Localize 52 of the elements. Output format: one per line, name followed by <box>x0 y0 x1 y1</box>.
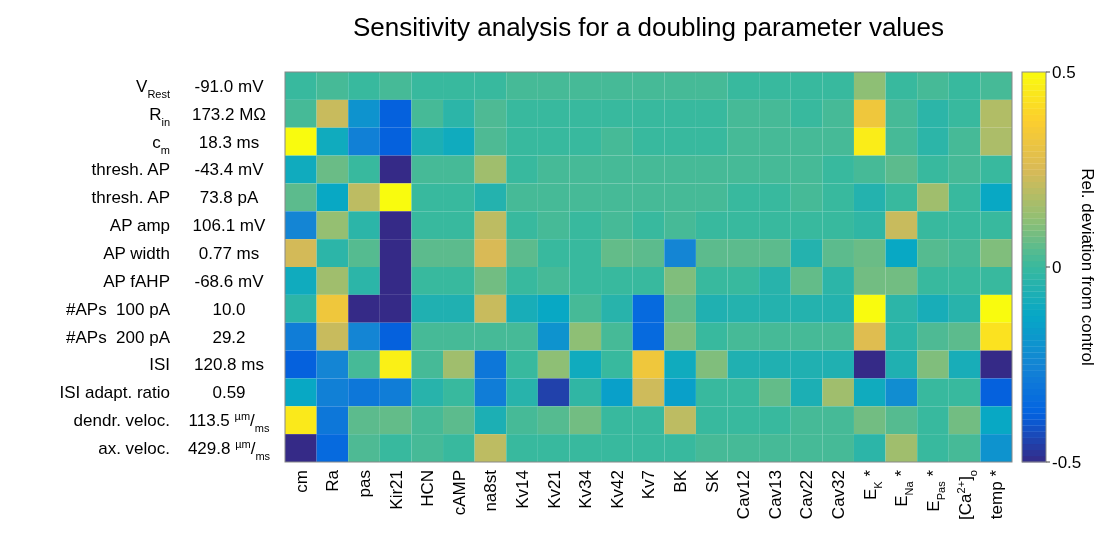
x-tick-label: temp * <box>987 469 1007 520</box>
x-tick-label: Cav32 <box>829 470 849 520</box>
y-tick-label: 0.77 ms <box>198 244 260 264</box>
y-tick-label: 120.8 ms <box>194 355 264 375</box>
color-bar-title: Rel. deviation from control <box>1078 168 1096 366</box>
x-tick-label: Cav13 <box>765 470 785 520</box>
y2-tick-label: R$_{in}$ <box>149 104 170 128</box>
x-tick-label: cAMP <box>449 470 469 516</box>
y2-tick-label: AP amp <box>109 216 170 236</box>
x-tick-label: Kv7 <box>639 470 659 500</box>
y-tick-label: 173.2 MΩ <box>191 104 267 124</box>
y2-tick-label: dendr. veloc. <box>73 411 170 431</box>
y-tick-label: 73.8 pA <box>199 188 259 208</box>
x-tick-label: Kir21 <box>386 470 406 510</box>
y2-tick-label: thresh. AP <box>91 160 170 180</box>
y-tick-label: 113.5 $^{µm}$/$_{ms}$ <box>188 410 270 435</box>
y-tick-label: -91.0 mV <box>194 76 265 96</box>
chart-title: Sensitivity analysis for a doubling parameter values <box>352 12 945 42</box>
y2-tick-label: ISI <box>149 355 170 375</box>
x-tick-label: Kv42 <box>607 470 627 509</box>
x-tick-label: SK <box>702 469 722 493</box>
y2-tick-label: ISI adapt. ratio <box>59 383 170 403</box>
x-tick-label: Ra <box>323 469 343 492</box>
color-bar-label: -0.5 <box>1052 452 1082 472</box>
x-tick-label: Cav12 <box>734 470 754 520</box>
y2-tick-label: thresh. AP <box>91 188 170 208</box>
y2-tick-label: #APs 200 pA <box>66 327 171 347</box>
y-tick-label: 18.3 ms <box>198 132 260 152</box>
y-tick-label: -43.4 mV <box>194 160 265 180</box>
y-tick-label: 29.2 <box>212 327 246 347</box>
y2-tick-label: AP width <box>103 244 170 264</box>
y2-tick-label: V$_{Rest}$ <box>136 76 170 100</box>
x-tick-label: na8st <box>481 469 501 512</box>
y-tick-label: 429.8 $^{µm}$/$_{ms}$ <box>187 438 271 463</box>
x-tick-label: BK <box>671 469 691 493</box>
color-bar-label: 0 <box>1052 257 1062 277</box>
x-tick-label: pas <box>354 470 374 498</box>
x-tick-label: cm <box>291 470 311 493</box>
y2-tick-label: AP fAHP <box>103 271 170 291</box>
x-tick-label: Kv14 <box>513 470 533 509</box>
y2-tick-label: c$_{m}$ <box>152 132 170 156</box>
x-tick-label: Kv21 <box>544 470 564 509</box>
y-tick-label: -68.6 mV <box>194 271 265 291</box>
x-tick-label: HCN <box>418 470 438 507</box>
color-bar-label: 0.5 <box>1052 62 1076 82</box>
y-tick-label: 10.0 <box>212 299 246 319</box>
y-tick-label: 0.59 <box>212 383 246 403</box>
x-tick-label: Kv34 <box>576 470 596 509</box>
y2-tick-label: ax. veloc. <box>98 439 170 459</box>
x-tick-label: Cav22 <box>797 470 817 520</box>
y-tick-label: 106.1 mV <box>192 216 267 236</box>
y2-tick-label: #APs 100 pA <box>66 299 171 319</box>
